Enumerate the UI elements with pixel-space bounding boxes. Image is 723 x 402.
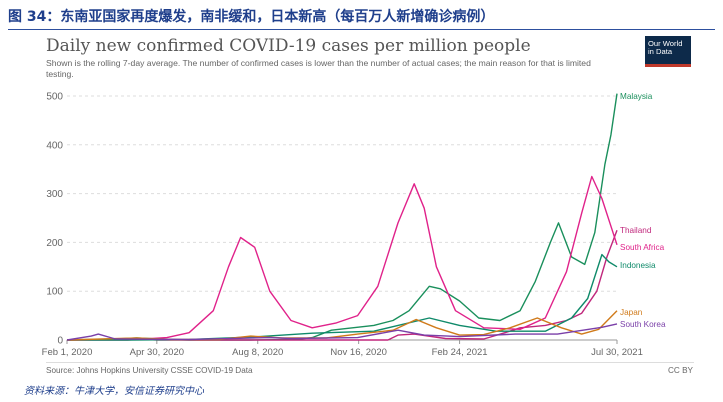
logo-line-1: Our World <box>648 39 683 48</box>
x-tick-label: Nov 16, 2020 <box>330 347 387 358</box>
chart-subtitle: Shown is the rolling 7-day average. The … <box>46 58 591 79</box>
x-tick-label: Aug 8, 2020 <box>232 347 283 358</box>
title-divider <box>8 29 715 30</box>
source-note[interactable]: Source: Johns Hopkins University CSSE CO… <box>46 366 253 375</box>
y-tick-label: 300 <box>46 189 63 200</box>
series-line-japan <box>66 310 618 341</box>
series-line-malaysia <box>66 93 618 341</box>
logo-line-2: in Data <box>648 47 673 57</box>
y-tick-label: 400 <box>46 140 63 151</box>
x-tick-label: Feb 24, 2021 <box>432 347 488 358</box>
series-label-japan: Japan <box>620 308 643 317</box>
series-label-indonesia: Indonesia <box>620 261 656 270</box>
license-label[interactable]: CC BY <box>668 366 694 375</box>
x-tick-label: Jul 30, 2021 <box>591 347 643 358</box>
series-line-south-africa <box>67 175 618 341</box>
series-line-indonesia <box>67 253 618 341</box>
our-world-in-data-logo[interactable]: Our World in Data <box>645 36 691 67</box>
x-tick-label: Apr 30, 2020 <box>130 347 184 358</box>
series-label-south-korea: South Korea <box>620 320 666 329</box>
series-label-thailand: Thailand <box>620 226 652 235</box>
y-tick-label: 200 <box>46 238 63 249</box>
series-label-south-africa: South Africa <box>620 243 665 252</box>
x-tick-label: Feb 1, 2020 <box>42 347 93 358</box>
series-label-malaysia: Malaysia <box>620 92 653 101</box>
y-tick-label: 100 <box>46 287 63 298</box>
chart-title: Daily new confirmed COVID-19 cases per m… <box>46 36 531 56</box>
series-line-south-korea <box>66 323 618 341</box>
footer-divider <box>46 362 694 363</box>
y-tick-label: 500 <box>46 92 63 103</box>
figure-footnote: 资料来源：牛津大学，安信证券研究中心 <box>24 386 204 397</box>
figure-number-title: 图 34：东南亚国家再度爆发，南非缓和，日本新高（每百万人新增确诊病例） <box>8 9 495 25</box>
y-tick-label: 0 <box>57 336 63 347</box>
